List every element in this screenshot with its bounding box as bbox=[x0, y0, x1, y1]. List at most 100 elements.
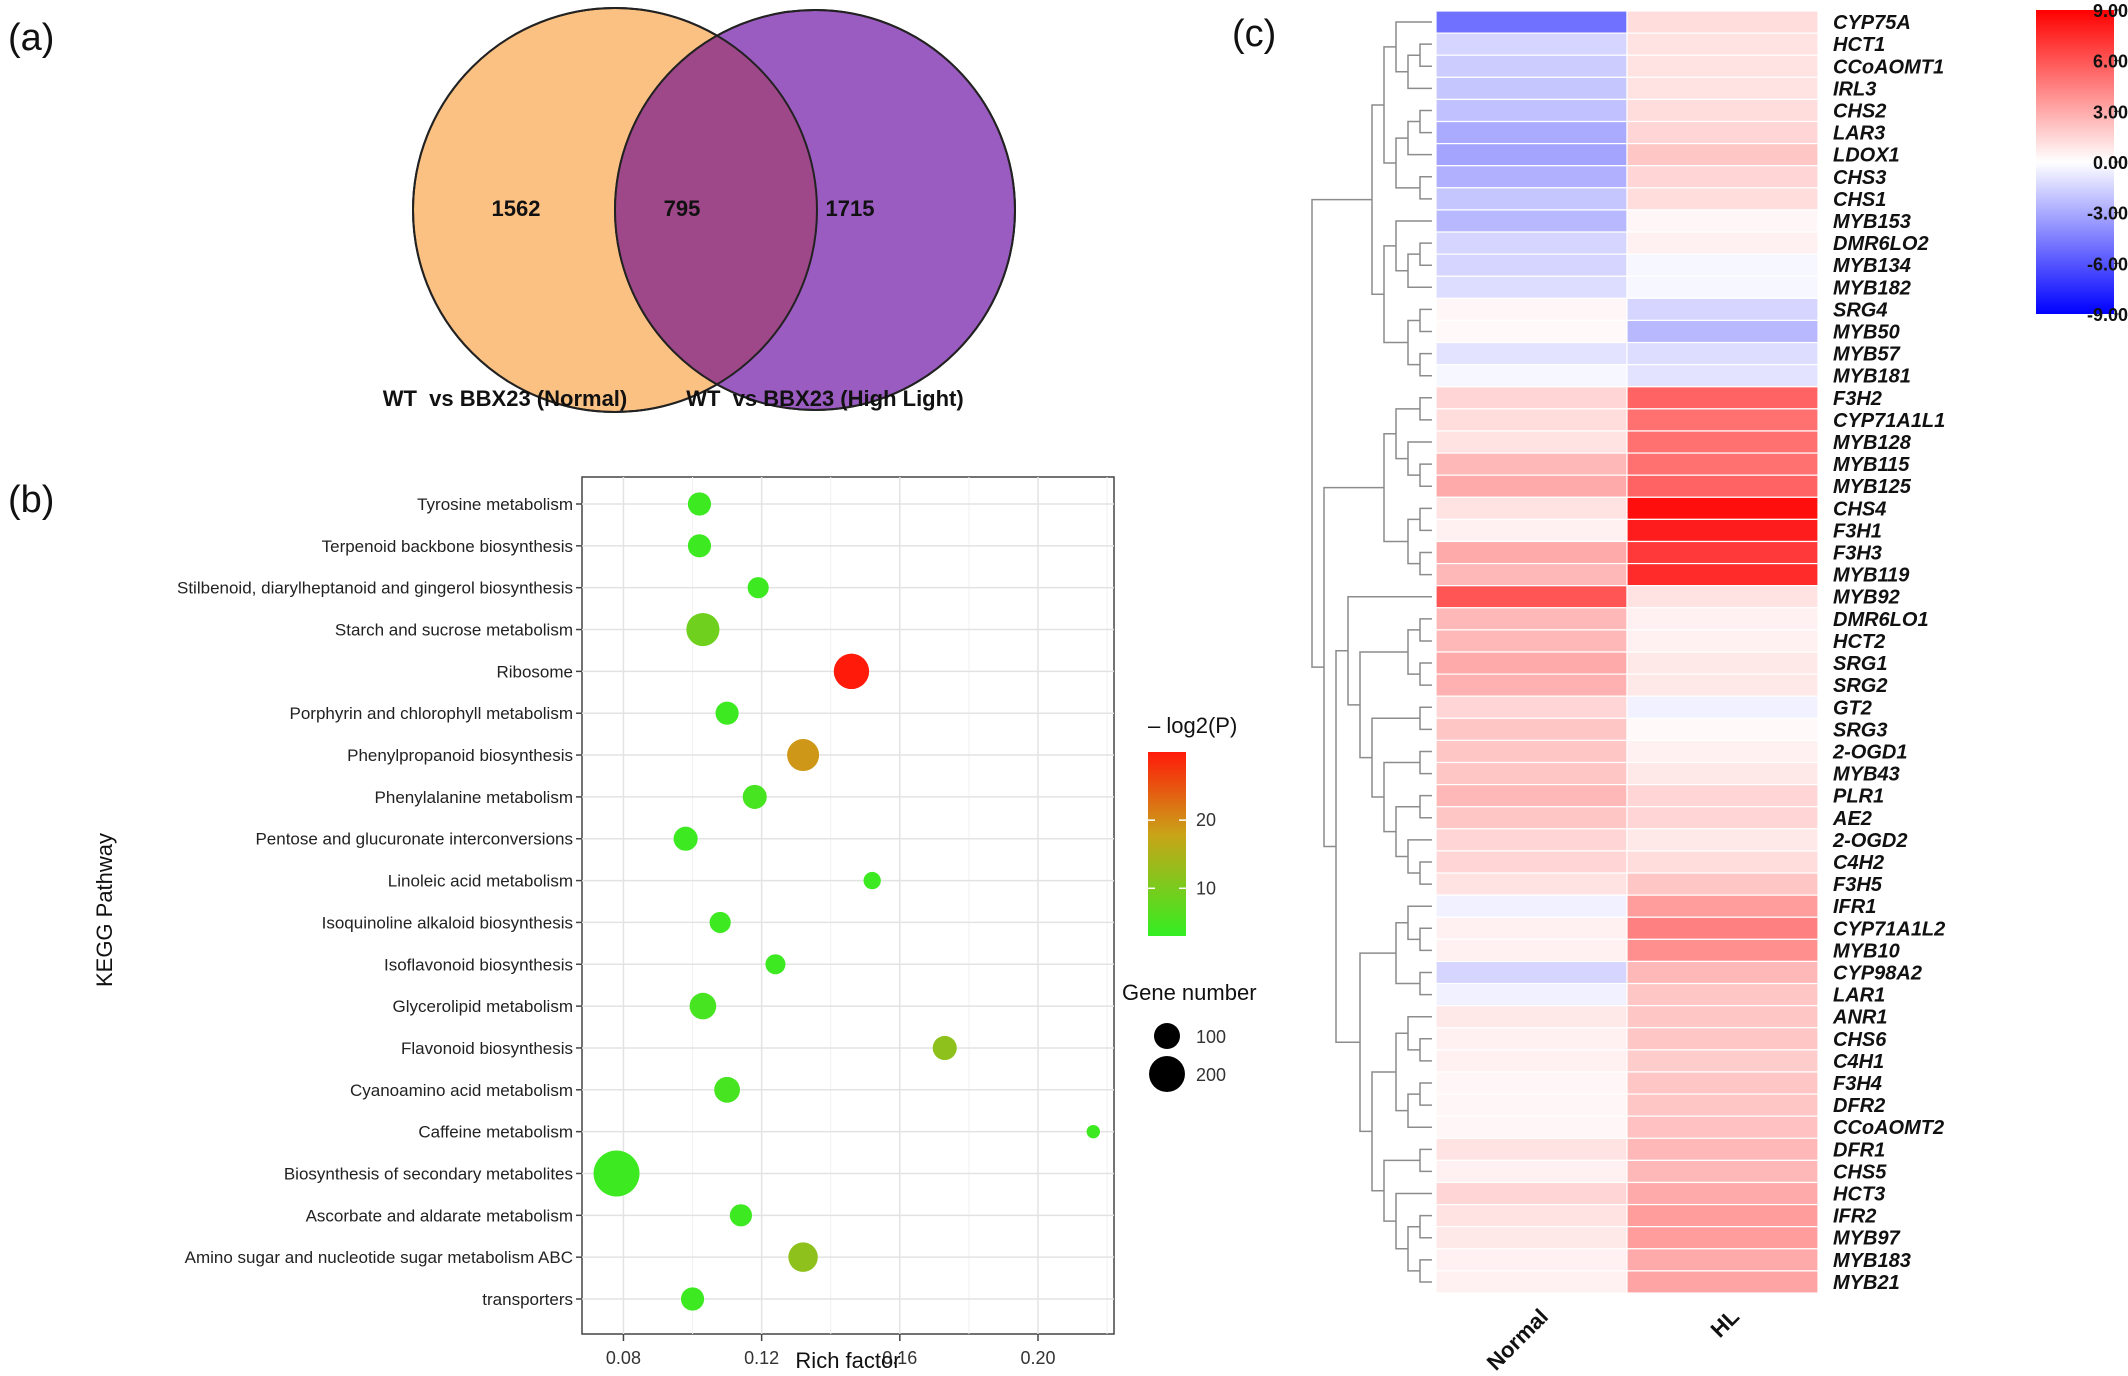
dendrogram-branch bbox=[1419, 1082, 1432, 1106]
bubble-pathway-label: Phenylalanine metabolism bbox=[375, 788, 573, 807]
heatmap-column-label: HL bbox=[1706, 1304, 1744, 1342]
heatmap-cell bbox=[1626, 364, 1819, 388]
heatmap-cell bbox=[1626, 1270, 1819, 1294]
heatmap-cell bbox=[1626, 143, 1819, 167]
dendrogram-branch bbox=[1323, 486, 1384, 848]
heatmap-cell bbox=[1626, 960, 1819, 985]
heatmap-gene-label: SRG3 bbox=[1833, 719, 1887, 741]
bubble-point bbox=[863, 871, 881, 890]
bubble-point bbox=[593, 1150, 640, 1197]
heatmap-cell bbox=[1435, 452, 1628, 476]
heatmap-gene-label: MYB134 bbox=[1833, 255, 1911, 277]
dendrogram-branch bbox=[1407, 518, 1420, 565]
bubble-pathway-label: Terpenoid backbone biosynthesis bbox=[322, 537, 573, 556]
row-dendrogram bbox=[1311, 21, 1432, 1283]
heatmap-gene-label: GT2 bbox=[1833, 697, 1872, 719]
bubble-point bbox=[689, 992, 717, 1020]
heatmap-cell bbox=[1435, 806, 1628, 830]
bubble-y-axis-label: KEGG Pathway bbox=[92, 833, 117, 987]
bubble-pathway-label: Tyrosine metabolism bbox=[417, 495, 573, 514]
heatmap-gene-label: MYB97 bbox=[1833, 1228, 1901, 1250]
bubble-point bbox=[747, 577, 769, 599]
panel-label-a: (a) bbox=[8, 17, 54, 59]
heatmap-cell bbox=[1626, 717, 1819, 742]
heatmap-column-label: Normal bbox=[1482, 1304, 1553, 1375]
heatmap-scale-tick-label: 3.00 bbox=[2093, 102, 2128, 122]
bubble-point bbox=[1086, 1124, 1100, 1139]
heatmap-cell bbox=[1626, 1203, 1819, 1228]
heatmap-gene-label: MYB115 bbox=[1833, 454, 1910, 476]
heatmap-cell bbox=[1435, 341, 1628, 366]
dendrogram-branch bbox=[1419, 1038, 1432, 1062]
dendrogram-branch bbox=[1419, 109, 1432, 134]
heatmap-gene-label: MYB43 bbox=[1833, 764, 1900, 786]
heatmap-gene-label: F3H4 bbox=[1833, 1073, 1882, 1095]
heatmap-cell bbox=[1435, 695, 1628, 719]
bubble-pathway-label: Isoflavonoid biosynthesis bbox=[384, 955, 573, 974]
heatmap-gene-label: CCoAOMT1 bbox=[1833, 56, 1944, 78]
dendrogram-branch bbox=[1419, 794, 1432, 819]
dendrogram-branch bbox=[1383, 46, 1396, 164]
heatmap-cell bbox=[1626, 562, 1819, 587]
heatmap-gene-label: CHS3 bbox=[1833, 167, 1886, 189]
heatmap-gene-label: MYB183 bbox=[1833, 1250, 1911, 1272]
heatmap-cell bbox=[1435, 474, 1628, 498]
heatmap-cell bbox=[1435, 607, 1628, 631]
heatmap-cell bbox=[1626, 651, 1819, 675]
bubble-x-axis-label: Rich factor bbox=[795, 1348, 900, 1373]
heatmap-cell bbox=[1626, 98, 1819, 123]
bubble-point bbox=[687, 534, 712, 558]
kegg-bubble-chart: Tyrosine metabolism Terpenoid backbone bi… bbox=[92, 476, 1257, 1373]
heatmap-cell bbox=[1435, 540, 1628, 565]
heatmap-cell bbox=[1435, 364, 1628, 388]
color-legend-tick-label: 20 bbox=[1196, 810, 1216, 830]
venn-left-count: 1562 bbox=[492, 196, 541, 221]
venn-right-count: 1715 bbox=[826, 196, 875, 221]
heatmap-cell bbox=[1435, 143, 1628, 167]
bubble-pathway-label: Caffeine metabolism bbox=[418, 1123, 573, 1142]
heatmap-cell bbox=[1626, 1226, 1819, 1250]
heatmap-cell bbox=[1435, 850, 1628, 874]
heatmap-cell bbox=[1626, 739, 1819, 764]
heatmap-cell bbox=[1435, 496, 1628, 520]
heatmap-gene-label: F3H2 bbox=[1833, 388, 1882, 410]
heatmap-cell bbox=[1626, 209, 1819, 233]
heatmap-gene-label: PLR1 bbox=[1833, 786, 1884, 808]
dendrogram-branch bbox=[1359, 651, 1408, 759]
heatmap-cell bbox=[1626, 1137, 1819, 1161]
heatmap-gene-label: F3H5 bbox=[1833, 874, 1883, 896]
heatmap-cell bbox=[1626, 408, 1819, 432]
heatmap-cell bbox=[1626, 430, 1819, 454]
panel-label-c: (c) bbox=[1232, 13, 1276, 55]
heatmap-cell bbox=[1435, 120, 1628, 145]
heatmap-cell bbox=[1626, 784, 1819, 808]
heatmap-cell bbox=[1626, 165, 1819, 189]
heatmap-cell bbox=[1626, 982, 1819, 1007]
heatmap-cell bbox=[1435, 916, 1628, 940]
heatmap-scale-tick-label: 6.00 bbox=[2093, 52, 2128, 72]
heatmap-cell bbox=[1435, 784, 1628, 808]
bubble-x-tick-label: 0.20 bbox=[1020, 1348, 1055, 1368]
heatmap-cell bbox=[1626, 518, 1819, 543]
heatmap-cell bbox=[1626, 916, 1819, 940]
heatmap-cell bbox=[1626, 540, 1819, 565]
heatmap-cell bbox=[1435, 430, 1628, 454]
dendrogram-branch bbox=[1419, 927, 1432, 952]
dendrogram-branch bbox=[1395, 1032, 1408, 1112]
heatmap-gene-label: HCT2 bbox=[1833, 631, 1885, 653]
heatmap-gene-label: MYB21 bbox=[1833, 1272, 1900, 1294]
bubble-pathway-label: Biosynthesis of secondary metabolites bbox=[284, 1164, 573, 1183]
heatmap-gene-label: CHS6 bbox=[1833, 1029, 1887, 1051]
bubble-x-tick-label: 0.08 bbox=[606, 1348, 641, 1368]
heatmap-cell bbox=[1435, 982, 1628, 1007]
heatmap-cell bbox=[1435, 1226, 1628, 1250]
venn-right-label: WT vs BBX23 (High Light) bbox=[686, 386, 963, 411]
heatmap-cell bbox=[1435, 673, 1628, 697]
heatmap-cell bbox=[1435, 275, 1628, 299]
heatmap-cell bbox=[1435, 408, 1628, 432]
heatmap-cell bbox=[1435, 1049, 1628, 1073]
panel-label-b: (b) bbox=[8, 479, 54, 521]
dendrogram-branch bbox=[1407, 1225, 1420, 1272]
heatmap-gene-label: IFR2 bbox=[1833, 1206, 1876, 1228]
